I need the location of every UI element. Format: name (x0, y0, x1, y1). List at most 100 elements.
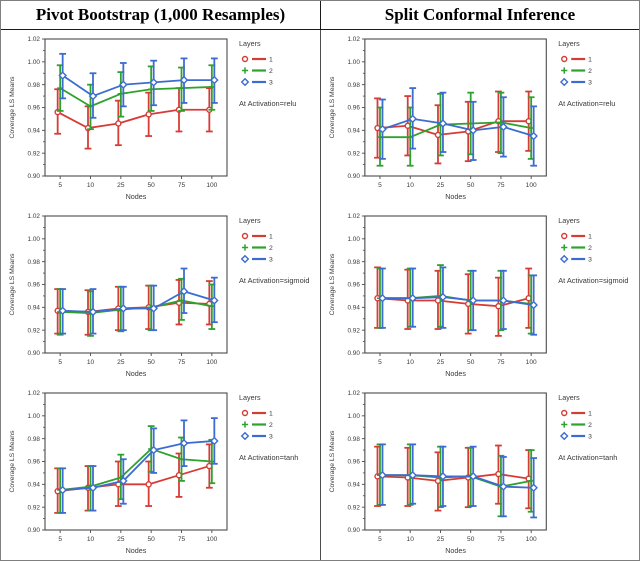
series-3-diamond-icon (149, 78, 158, 87)
legend-diamond-icon (559, 254, 569, 264)
chart-panel-pivot-relu: 0.90 0.92 0.94 0.96 0.98 1.00 1.02 5 10 25 50 75 100… (1, 30, 320, 207)
series-line-2 (379, 121, 532, 139)
series-3-diamond-icon (499, 296, 508, 305)
x-tick-label: 75 (497, 182, 505, 189)
legend-entry-label: 2 (269, 68, 273, 75)
chart-svg: 0.90 0.92 0.94 0.96 0.98 1.00 1.02 5 10 25 50 75 100… (329, 36, 615, 201)
x-tick-label: 50 (147, 536, 155, 543)
x-tick-label: 100 (526, 536, 537, 543)
series-3-diamond-icon (179, 75, 189, 85)
series-1-circle-icon (115, 120, 122, 127)
x-tick-label: 10 (87, 182, 95, 189)
x-tick-label: 5 (58, 536, 62, 543)
x-tick-label: 50 (467, 536, 475, 543)
x-tick-label: 100 (526, 359, 537, 366)
x-tick-label: 75 (178, 182, 186, 189)
x-tick-label: 25 (437, 359, 445, 366)
y-tick-label: 0.94 (28, 128, 41, 135)
x-tick-label: 75 (497, 536, 505, 543)
series-3-diamond-icon (149, 445, 158, 455)
x-tick-label: 100 (206, 536, 217, 543)
series-3-diamond-icon (378, 470, 387, 480)
series-layer-3 (58, 52, 219, 119)
series-3-diamond-icon (119, 304, 128, 313)
y-tick-label: 0.96 (28, 282, 41, 289)
legend-circle-icon (241, 232, 249, 240)
legend-circle-icon (561, 232, 568, 240)
y-tick-label: 0.90 (347, 173, 360, 180)
y-tick-label: 0.90 (28, 527, 41, 534)
legend-title: Layers (239, 216, 261, 225)
y-tick-label: 1.00 (28, 413, 41, 420)
annotation-label: At Activation=sigmoid (239, 276, 309, 285)
legend-title: Layers (558, 217, 580, 225)
series-layer-3 (378, 443, 538, 519)
series-3-diamond-icon (378, 293, 387, 303)
y-tick-label: 1.00 (28, 59, 41, 66)
x-tick-label: 50 (147, 359, 155, 366)
y-tick-label: 1.02 (28, 36, 41, 43)
series-3-diamond-icon (58, 485, 67, 495)
y-tick-label: 0.94 (347, 305, 360, 312)
series-3-diamond-icon (210, 296, 219, 305)
x-tick-label: 75 (178, 536, 186, 543)
x-tick-label: 25 (437, 182, 445, 189)
legend-diamond-icon (559, 77, 569, 87)
series-layer-3 (378, 266, 538, 336)
x-tick-label: 25 (117, 536, 125, 543)
annotation-label: At Activation=sigmoid (558, 276, 628, 285)
legend-entry-label: 2 (269, 245, 273, 252)
y-axis-label: Coverage LS Means (9, 430, 16, 493)
legend-title: Layers (558, 394, 580, 402)
x-tick-label: 100 (206, 359, 217, 366)
x-tick-label: 5 (378, 536, 382, 543)
chart-panel-split-tanh: 0.90 0.92 0.94 0.96 0.98 1.00 1.02 5 10 25 50 75 100… (320, 384, 639, 560)
y-tick-label: 1.02 (347, 36, 360, 43)
series-3-diamond-icon (499, 122, 508, 132)
legend-diamond-icon (240, 254, 250, 264)
chart-panel-pivot-sigmoid: 0.90 0.92 0.94 0.96 0.98 1.00 1.02 5 10 25 50 75 100… (1, 207, 320, 384)
series-line-3 (62, 440, 215, 491)
x-tick-label: 50 (147, 182, 155, 189)
y-tick-label: 0.92 (347, 150, 360, 157)
series-3-diamond-icon (499, 482, 508, 491)
x-tick-label: 25 (117, 182, 125, 189)
series-1-circle-icon (145, 481, 152, 488)
y-tick-label: 0.98 (28, 82, 41, 89)
plot-frame (44, 38, 228, 177)
legend-entry-label: 3 (269, 256, 273, 263)
plot-frame (364, 215, 547, 354)
y-tick-label: 0.94 (347, 128, 360, 135)
chart-panel-split-sigmoid: 0.90 0.92 0.94 0.96 0.98 1.00 1.02 5 10 25 50 75 100… (320, 207, 639, 384)
y-tick-label: 0.96 (28, 105, 41, 112)
legend-plus-icon (241, 421, 249, 428)
series-3-diamond-icon (179, 287, 189, 296)
series-3-diamond-icon (179, 438, 189, 448)
panel-title-split-conformal: Split Conformal Inference (320, 1, 639, 29)
x-tick-label: 100 (526, 182, 537, 189)
x-axis-label: Nodes (445, 547, 466, 555)
y-tick-label: 0.98 (347, 436, 360, 443)
x-tick-label: 5 (378, 359, 382, 366)
y-tick-label: 0.92 (28, 327, 41, 334)
legend-circle-icon (241, 55, 249, 63)
legend-entry-label: 1 (588, 410, 592, 417)
y-tick-label: 1.00 (347, 413, 360, 420)
legend-plus-icon (561, 67, 568, 74)
series-3-diamond-icon (88, 483, 98, 493)
series-3-diamond-icon (438, 119, 448, 128)
chart-svg: 0.90 0.92 0.94 0.96 0.98 1.00 1.02 5 10 25 50 75 100… (9, 390, 298, 555)
annotation-label: At Activation=relu (558, 99, 615, 108)
series-3-diamond-icon (210, 436, 219, 446)
y-tick-label: 0.90 (347, 350, 360, 357)
legend-circle-icon (241, 409, 249, 417)
plot-frame (364, 38, 547, 177)
y-tick-label: 1.02 (28, 213, 41, 220)
chart-panel-pivot-tanh: 0.90 0.92 0.94 0.96 0.98 1.00 1.02 5 10 25 50 75 100… (1, 384, 320, 560)
legend-entry-label: 2 (588, 422, 592, 429)
series-3-diamond-icon (378, 124, 387, 134)
series-layer-3 (378, 87, 538, 167)
series-line-3 (62, 290, 215, 313)
chart-svg: 0.90 0.92 0.94 0.96 0.98 1.00 1.02 5 10 25 50 75 100… (329, 213, 628, 378)
